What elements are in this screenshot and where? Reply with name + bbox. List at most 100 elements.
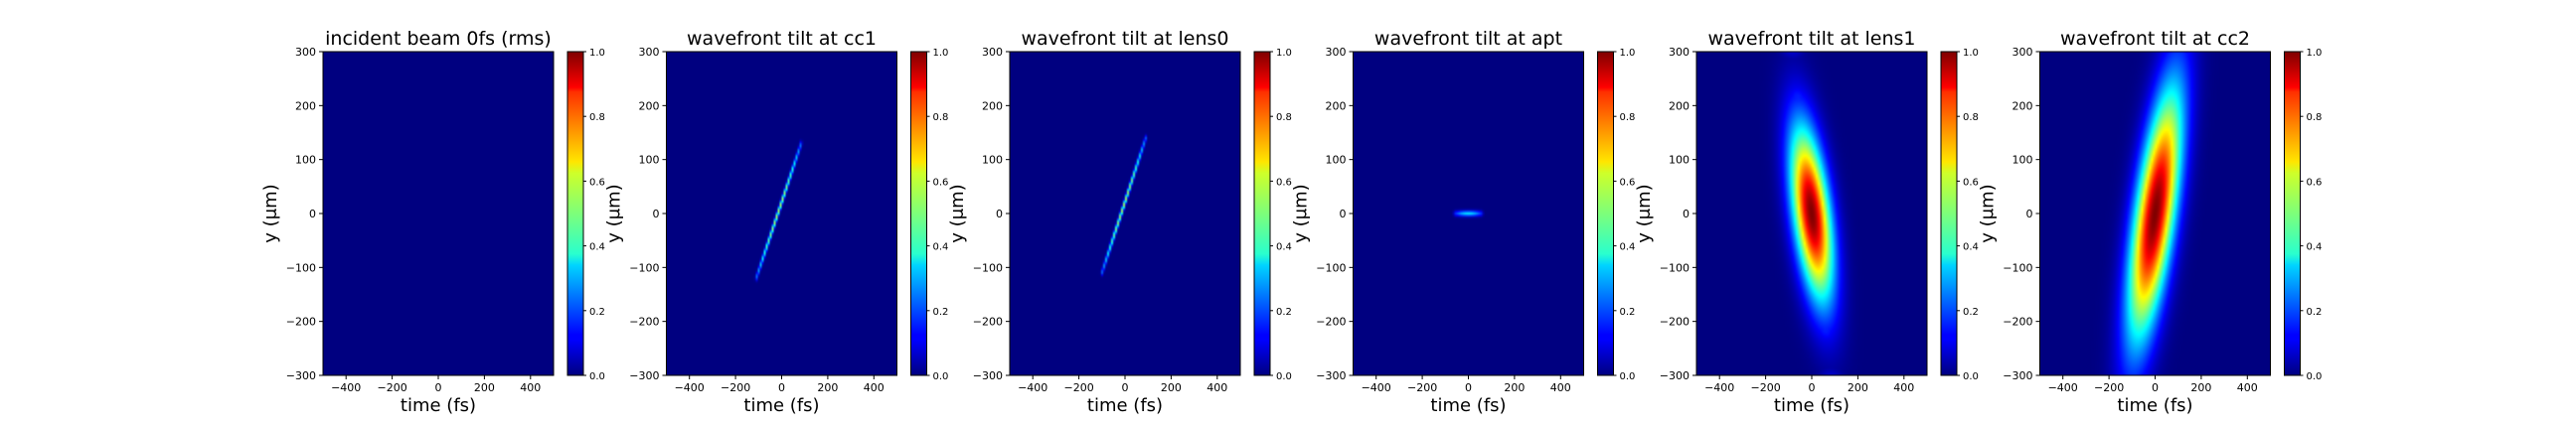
- heatmap-field: [666, 52, 897, 375]
- y-tick-label: −100: [2003, 261, 2032, 274]
- x-tick-label: 0: [1122, 381, 1129, 394]
- y-tick-label: −100: [286, 261, 316, 274]
- y-tick-label: −200: [2003, 316, 2032, 329]
- subplot-2: wavefront tilt at cc1 −400 −200 0 200 400 −300…: [604, 28, 949, 416]
- y-tick-label: −300: [1660, 369, 1690, 382]
- x-tick-label: −200: [721, 381, 750, 394]
- colorbar-tick-label: 1.0: [2307, 48, 2323, 59]
- colorbar: [1597, 51, 1614, 376]
- colorbar-tick-label: 0.4: [589, 242, 605, 253]
- colorbar: [1940, 51, 1958, 376]
- y-tick-label: 200: [2012, 99, 2033, 112]
- x-tick-label: 200: [1848, 381, 1868, 394]
- colorbar-tick-label: 0.0: [589, 371, 605, 382]
- y-tick-label: −300: [1316, 369, 1346, 382]
- colorbar-tick-label: 0.8: [1963, 112, 1979, 123]
- y-tick-label: 100: [982, 154, 1003, 167]
- colorbar-tick-label: 0.0: [933, 371, 949, 382]
- colorbar-tick-label: 0.6: [1276, 177, 1292, 188]
- colorbar-tick-label: 0.6: [1620, 177, 1636, 188]
- y-tick-label: 300: [982, 46, 1003, 59]
- x-tick-label: −400: [1704, 381, 1734, 394]
- colorbar-tick-label: 0.6: [2307, 177, 2323, 188]
- x-tick-label: −400: [1018, 381, 1047, 394]
- plot-title: wavefront tilt at lens0: [1022, 28, 1229, 50]
- colorbar-tick-label: 0.2: [1276, 307, 1292, 318]
- x-tick-label: 400: [1207, 381, 1227, 394]
- y-tick-label: 0: [653, 208, 660, 220]
- y-tick-label: −300: [2003, 369, 2032, 382]
- heatmap-field: [323, 52, 554, 375]
- y-axis-label: y (μm): [260, 184, 281, 242]
- x-axis-label: time (fs): [1087, 395, 1163, 416]
- y-tick-label: 0: [1683, 208, 1690, 220]
- colorbar-tick-label: 0.4: [1276, 242, 1292, 253]
- y-tick-label: 200: [295, 99, 316, 112]
- colorbar-tick-label: 1.0: [589, 48, 605, 59]
- y-axis-label: y (μm): [1291, 184, 1312, 242]
- heatmap-field: [2039, 52, 2271, 375]
- plot-title: wavefront tilt at cc2: [2060, 28, 2250, 50]
- colorbar-tick-label: 0.2: [2307, 307, 2323, 318]
- heatmap-field: [1010, 52, 1240, 375]
- x-tick-label: −200: [2094, 381, 2124, 394]
- y-tick-label: 300: [639, 46, 660, 59]
- y-tick-label: −300: [286, 369, 316, 382]
- x-tick-label: −200: [1407, 381, 1437, 394]
- colorbar-tick-label: 0.6: [1963, 177, 1979, 188]
- y-tick-label: −100: [629, 261, 659, 274]
- subplot-1: incident beam 0fs (rms) −400 −200 0 200 400 −3…: [260, 28, 605, 416]
- x-tick-label: 0: [1465, 381, 1472, 394]
- subplot-3: wavefront tilt at lens0 −400 −200 0 200 400 −3…: [947, 28, 1292, 416]
- colorbar-tick-label: 0.8: [1276, 112, 1292, 123]
- y-tick-label: 100: [295, 154, 316, 167]
- colorbar-tick-label: 0.8: [933, 112, 949, 123]
- y-tick-label: 200: [1326, 99, 1347, 112]
- x-tick-label: 200: [1504, 381, 1525, 394]
- colorbar-tick-label: 0.2: [933, 307, 949, 318]
- y-tick-label: −100: [973, 261, 1003, 274]
- heatmap-field: [1353, 52, 1584, 375]
- colorbar: [1253, 51, 1271, 376]
- x-tick-label: 400: [2237, 381, 2258, 394]
- colorbar: [566, 51, 584, 376]
- heatmap-field: [1696, 52, 1927, 375]
- colorbar-tick-label: 0.6: [933, 177, 949, 188]
- x-tick-label: 0: [435, 381, 442, 394]
- y-tick-label: 0: [309, 208, 316, 220]
- y-tick-label: −200: [973, 316, 1003, 329]
- y-tick-label: 200: [639, 99, 660, 112]
- plot-title: incident beam 0fs (rms): [325, 28, 552, 50]
- colorbar-tick-label: 0.8: [1620, 112, 1636, 123]
- x-tick-label: 0: [2152, 381, 2159, 394]
- x-tick-label: 400: [1550, 381, 1571, 394]
- y-tick-label: −300: [629, 369, 659, 382]
- y-tick-label: 100: [639, 154, 660, 167]
- colorbar-tick-label: 0.6: [589, 177, 605, 188]
- y-tick-label: −200: [629, 316, 659, 329]
- x-axis-label: time (fs): [743, 395, 819, 416]
- colorbar-tick-label: 0.4: [2307, 242, 2323, 253]
- y-tick-label: −100: [1660, 261, 1690, 274]
- colorbar-tick-label: 0.2: [1963, 307, 1979, 318]
- colorbar-tick-label: 1.0: [1276, 48, 1292, 59]
- subplot-5: wavefront tilt at lens1 −400 −200 0 200 400 −3…: [1634, 28, 1979, 416]
- y-tick-label: 200: [982, 99, 1003, 112]
- colorbar-tick-label: 0.0: [1963, 371, 1979, 382]
- x-tick-label: 0: [778, 381, 785, 394]
- y-tick-label: 0: [2026, 208, 2033, 220]
- x-tick-label: 200: [817, 381, 838, 394]
- y-tick-label: 300: [1326, 46, 1347, 59]
- colorbar-tick-label: 0.2: [1620, 307, 1636, 318]
- colorbar-tick-label: 0.8: [589, 112, 605, 123]
- y-tick-label: 300: [1669, 46, 1690, 59]
- x-tick-label: 400: [1893, 381, 1914, 394]
- x-tick-label: 400: [520, 381, 541, 394]
- x-tick-label: 400: [864, 381, 885, 394]
- y-axis-label: y (μm): [1978, 184, 1999, 242]
- plot-title: wavefront tilt at apt: [1374, 28, 1562, 50]
- x-axis-label: time (fs): [401, 395, 476, 416]
- x-tick-label: −200: [1750, 381, 1780, 394]
- x-tick-label: −200: [377, 381, 406, 394]
- plot-title: wavefront tilt at lens1: [1708, 28, 1916, 50]
